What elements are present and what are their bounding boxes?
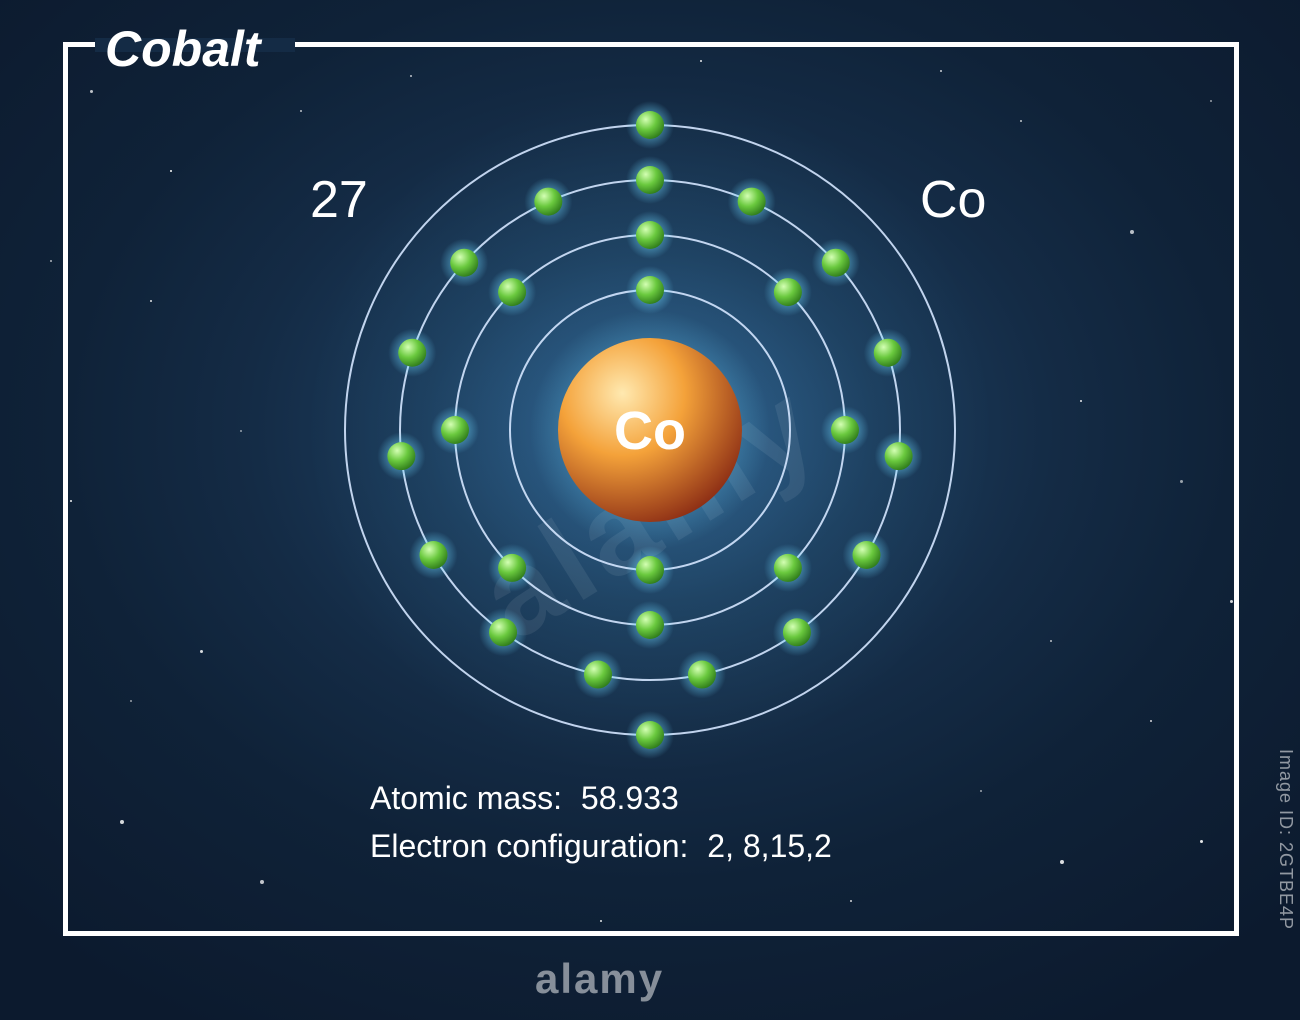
electron-shell3-10 xyxy=(489,618,517,646)
atom-diagram: Co xyxy=(285,65,1015,795)
electron-shell3-4 xyxy=(874,339,902,367)
electron-shell2-4 xyxy=(774,554,802,582)
electron-shell3-13 xyxy=(398,339,426,367)
diagram-stage: alamy Cobalt 27 Co Co Atomic mass: 58.93… xyxy=(0,0,1300,1020)
electron-shell2-6 xyxy=(498,554,526,582)
image-id-label: Image ID: 2GTBE4P xyxy=(1275,749,1296,930)
electron-shell3-2 xyxy=(738,188,766,216)
star xyxy=(50,260,52,262)
electron-shell3-12 xyxy=(387,442,415,470)
electron-shell4-2 xyxy=(636,721,664,749)
electron-shell2-2 xyxy=(774,278,802,306)
electron-config-label: Electron configuration: xyxy=(370,828,688,864)
electron-shell3-6 xyxy=(853,541,881,569)
electron-shell2-3 xyxy=(831,416,859,444)
electron-shell3-9 xyxy=(584,661,612,689)
electron-shell3-3 xyxy=(822,249,850,277)
electron-config-line: Electron configuration: 2, 8,15,2 xyxy=(370,828,832,865)
electron-shell3-8 xyxy=(688,661,716,689)
electron-shell3-14 xyxy=(450,249,478,277)
electron-shell3-1 xyxy=(636,166,664,194)
electron-shell2-7 xyxy=(441,416,469,444)
electron-shell1-1 xyxy=(636,276,664,304)
electron-shell1-2 xyxy=(636,556,664,584)
nucleus-symbol: Co xyxy=(614,401,686,461)
electron-config-value: 2, 8,15,2 xyxy=(707,828,832,864)
element-title: Cobalt xyxy=(105,20,261,78)
atomic-mass-line: Atomic mass: 58.933 xyxy=(370,780,679,817)
electron-shell2-5 xyxy=(636,611,664,639)
electron-shell2-8 xyxy=(498,278,526,306)
electron-shell3-15 xyxy=(534,188,562,216)
electron-shell3-5 xyxy=(885,442,913,470)
electron-shell4-1 xyxy=(636,111,664,139)
electron-shell3-11 xyxy=(419,541,447,569)
electron-shell3-7 xyxy=(783,618,811,646)
atomic-mass-label: Atomic mass: xyxy=(370,780,562,816)
atomic-mass-value: 58.933 xyxy=(581,780,679,816)
watermark-bottom: alamy xyxy=(535,955,664,1003)
electron-shell2-1 xyxy=(636,221,664,249)
